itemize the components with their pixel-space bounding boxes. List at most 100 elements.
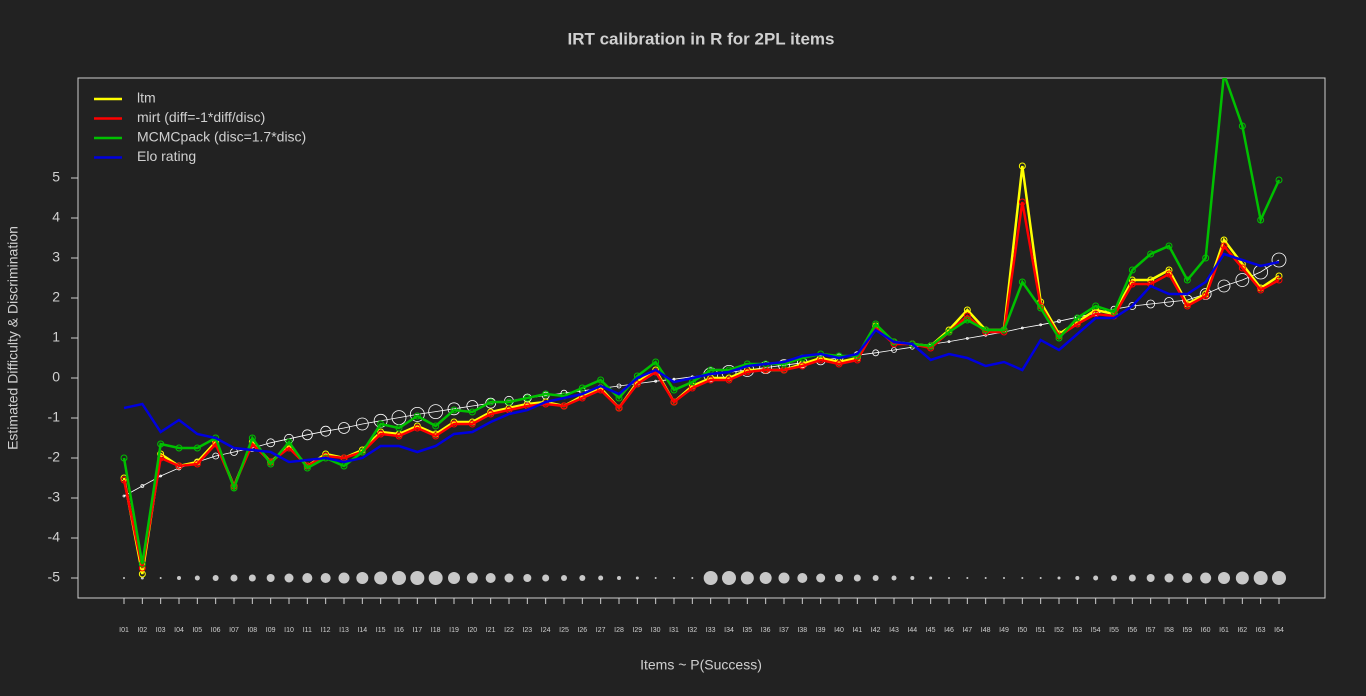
size-dot [374,571,388,585]
size-dot [598,575,604,581]
series-point [303,464,311,472]
series-point [927,342,935,350]
size-dot [523,574,532,582]
x-tick-label: I02 [137,627,147,634]
x-tick-label: I60 [1201,627,1211,634]
reference-point [759,361,773,375]
reference-point [616,383,622,389]
series-point [982,326,990,334]
reference-point [947,340,951,344]
series-point [1257,216,1265,224]
size-dot [1039,577,1042,579]
x-tick-label: I25 [559,627,569,634]
size-dot [1075,576,1080,580]
series-point [1220,242,1228,250]
size-dot [448,572,460,584]
reference-point [1039,323,1043,327]
x-tick-label: I39 [816,627,826,634]
series-point [652,358,660,366]
series-point [1037,304,1045,312]
x-tick-label: I48 [981,627,991,634]
size-dot [966,577,969,579]
size-dot [1235,571,1249,585]
series-point [1257,286,1265,294]
size-dot [1253,571,1268,585]
x-tick-label: I42 [871,627,881,634]
series-point [743,368,751,376]
size-dot [1057,576,1061,580]
size-dot [320,573,331,583]
x-tick-label: I17 [412,627,422,634]
series-point [413,412,421,420]
series-line [123,252,1280,464]
series-point [120,454,128,462]
x-tick-label: I38 [797,627,807,634]
y-tick-label: -2 [48,449,61,465]
x-tick-label: I11 [303,627,312,634]
series-point [1183,302,1191,310]
series-point [597,376,605,384]
size-dot [654,577,657,579]
legend-label: Elo rating [137,148,196,164]
x-tick-label: I53 [1072,627,1082,634]
series-point [395,424,403,432]
series-point [1000,326,1008,334]
x-tick-label: I41 [852,627,862,634]
series-point [450,406,458,414]
y-tick-label: 1 [52,329,60,345]
y-tick-label: -3 [48,489,61,505]
x-tick-label: I04 [174,627,184,634]
plot-frame [77,77,1326,599]
y-axis-label: Estimated Difficulty & Discrimination [5,226,21,450]
x-tick-label: I08 [247,627,257,634]
reference-point [122,494,126,498]
size-dot [542,574,550,582]
series-point [230,484,238,492]
chart-title: IRT calibration in R for 2PL items [567,29,834,48]
series-point [872,320,880,328]
reference-point [447,402,461,416]
size-dot [338,572,350,584]
x-tick-label: I46 [944,627,954,634]
x-tick-label: I49 [999,627,1009,634]
reference-point [140,484,145,488]
size-dot [673,577,675,579]
size-dot [356,572,369,584]
series-point [1202,254,1210,262]
y-tick-label: 5 [52,169,60,185]
x-tick-label: I05 [192,627,202,634]
series-point [450,420,458,428]
series-point [1110,308,1118,316]
y-tick-label: -5 [48,569,61,585]
reference-point [672,377,676,381]
series-point [1165,242,1173,250]
series-point [432,422,440,430]
reference-point [1235,273,1250,287]
reference-point [1128,302,1137,310]
x-tick-label: I52 [1054,627,1064,634]
x-tick-label: I34 [724,627,734,634]
series-point [248,434,256,442]
reference-point [212,452,220,460]
series-point [395,432,403,440]
series-point [1275,176,1283,184]
series-point [1018,162,1026,170]
size-dot [948,577,950,579]
series-point [963,316,971,324]
series-point [523,394,531,402]
series-point [377,430,385,438]
x-tick-label: I06 [211,627,221,634]
x-tick-label: I50 [1017,627,1027,634]
x-tick-label: I29 [632,627,642,634]
series-point [175,462,183,470]
size-dot [872,575,879,581]
size-dot [230,574,238,582]
x-tick-label: I09 [266,627,276,634]
size-dot [266,574,275,582]
x-tick-label: I43 [889,627,899,634]
legend-label: ltm [137,90,156,106]
x-tick-label: I37 [779,627,789,634]
size-dot [740,571,754,585]
size-dot [1272,571,1286,585]
